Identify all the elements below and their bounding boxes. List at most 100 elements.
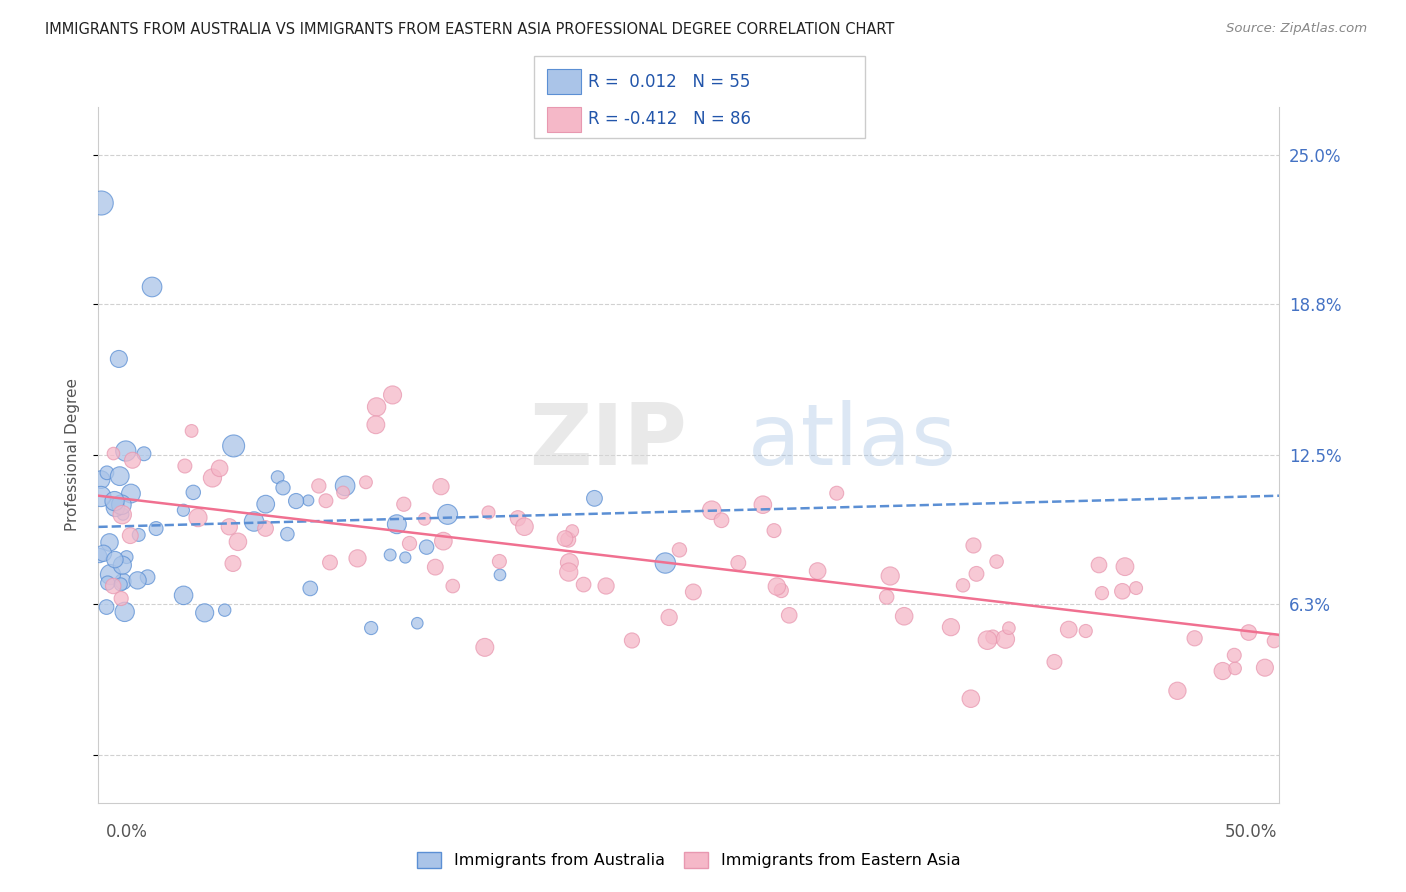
Point [111, 508, 134, 522]
Text: IMMIGRANTS FROM AUSTRALIA VS IMMIGRANTS FROM EASTERN ASIA PROFESSIONAL DEGREE CO: IMMIGRANTS FROM AUSTRALIA VS IMMIGRANTS … [45, 22, 894, 37]
Point [825, 486, 848, 500]
Point [477, 505, 499, 519]
Point [360, 621, 382, 635]
Point [364, 417, 387, 432]
Point [710, 513, 733, 527]
Point [1184, 632, 1206, 646]
Point [285, 494, 308, 508]
Point [145, 522, 167, 536]
Point [181, 485, 204, 500]
Point [385, 517, 408, 532]
Point [1043, 655, 1066, 669]
Point [682, 585, 704, 599]
Point [103, 494, 125, 508]
Point [226, 534, 249, 549]
Point [763, 524, 786, 538]
Text: R = -0.412   N = 86: R = -0.412 N = 86 [588, 111, 751, 128]
Point [1166, 683, 1188, 698]
Y-axis label: Professional Degree: Professional Degree [65, 378, 80, 532]
Legend: Immigrants from Australia, Immigrants from Eastern Asia: Immigrants from Australia, Immigrants fr… [411, 846, 967, 875]
Point [876, 590, 898, 604]
Point [966, 566, 988, 581]
Point [222, 439, 245, 453]
Point [104, 500, 127, 515]
Point [1125, 581, 1147, 595]
Point [398, 536, 420, 550]
Point [187, 510, 209, 524]
Point [1074, 624, 1097, 638]
Point [346, 551, 368, 566]
Point [173, 588, 195, 602]
Point [1091, 586, 1114, 600]
Point [97, 576, 120, 591]
Point [1223, 661, 1246, 675]
Point [558, 556, 581, 570]
Point [254, 521, 277, 535]
Point [98, 535, 121, 549]
Point [879, 569, 901, 583]
Point [770, 583, 793, 598]
Point [425, 560, 447, 574]
Point [807, 564, 830, 578]
Point [90, 490, 112, 504]
Point [308, 479, 330, 493]
Point [1057, 623, 1080, 637]
Point [114, 444, 136, 458]
Point [558, 565, 581, 579]
Point [994, 632, 1017, 647]
Point [332, 485, 354, 500]
Point [120, 486, 142, 500]
Point [554, 532, 576, 546]
Point [668, 542, 690, 557]
Point [112, 508, 135, 522]
Point [120, 528, 142, 542]
Point [266, 470, 288, 484]
Point [432, 534, 454, 549]
Point [561, 524, 583, 538]
Point [271, 481, 294, 495]
Point [488, 554, 510, 568]
Point [111, 558, 134, 573]
Point [222, 557, 245, 571]
Point [474, 640, 496, 655]
Point [620, 633, 643, 648]
Point [506, 511, 529, 525]
Point [201, 471, 224, 485]
Point [441, 579, 464, 593]
Point [952, 578, 974, 592]
Point [254, 497, 277, 511]
Point [658, 610, 681, 624]
Point [986, 555, 1008, 569]
Point [583, 491, 606, 506]
Point [114, 605, 136, 619]
Point [1263, 634, 1285, 648]
Point [513, 519, 536, 533]
Point [93, 546, 115, 560]
Point [90, 196, 112, 211]
Point [141, 280, 163, 294]
Point [108, 351, 131, 366]
Text: 0.0%: 0.0% [105, 822, 148, 840]
Point [998, 621, 1021, 635]
Point [121, 453, 143, 467]
Point [194, 606, 217, 620]
Point [214, 603, 236, 617]
Point [489, 567, 512, 582]
Point [436, 508, 458, 522]
Point [1088, 558, 1111, 572]
Point [415, 540, 437, 554]
Point [173, 458, 195, 473]
Point [208, 461, 231, 475]
Point [136, 570, 159, 584]
Point [1223, 648, 1246, 663]
Point [654, 556, 676, 570]
Point [132, 447, 155, 461]
Point [752, 498, 775, 512]
Point [299, 582, 322, 596]
Point [128, 528, 150, 542]
Point [595, 579, 617, 593]
Point [380, 548, 402, 562]
Point [103, 579, 125, 593]
Point [1114, 559, 1136, 574]
Point [111, 574, 134, 589]
